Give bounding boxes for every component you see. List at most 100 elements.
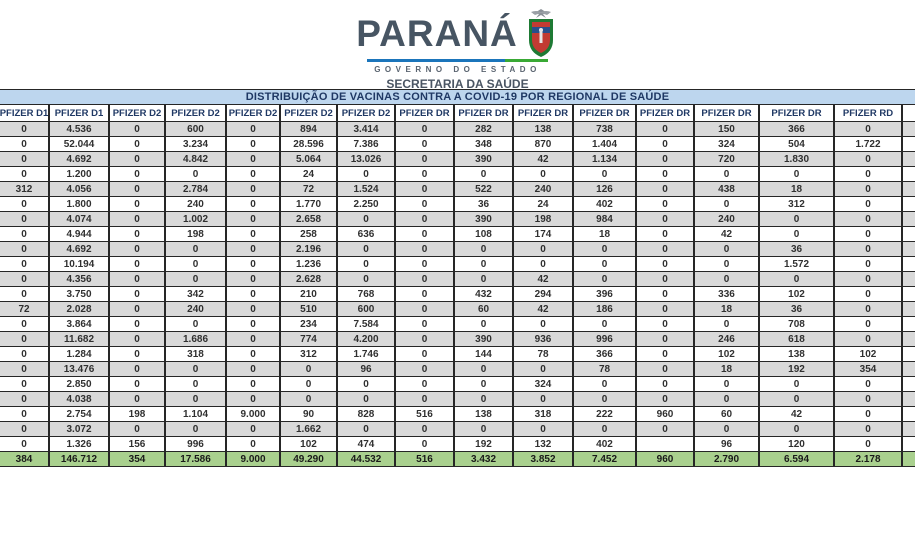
table-cell: 186 [574,302,637,316]
table-cell: 0 [455,242,514,256]
total-cell: 9.000 [227,452,281,466]
table-cell: 1.236 [281,257,338,271]
table-cell: 774 [281,332,338,346]
table-cell: 720 [695,152,760,166]
table-cell: 0 [166,242,227,256]
table-cell: 0 [835,302,903,316]
table-cell: 0 [835,317,903,331]
table-cell: 4.692 [50,152,110,166]
table-cell: 13.476 [50,362,110,376]
table-cell: 198 [514,212,574,226]
header-cell: PFIZER D2 [281,105,338,121]
table-cell: 0 [396,272,455,286]
total-cell: 7.452 [574,452,637,466]
table-cell: 0 [110,302,166,316]
header-cell: PFIZER DR [396,105,455,121]
table-cell: 0 [835,287,903,301]
table-cell: 0 [514,392,574,406]
table-cell: 4.356 [50,272,110,286]
coat-of-arms-icon [528,9,553,57]
table-cell: 312 [0,182,50,196]
header-cell: PFIZER DR [455,105,514,121]
table-cell: 0 [0,347,50,361]
table-cell: 0 [110,137,166,151]
table-cell: 0 [227,437,281,451]
table-cell: 0 [637,287,695,301]
table-cell: 0 [695,392,760,406]
table-cell: 0 [760,167,835,181]
table-cell-clipped [903,227,915,241]
table-cell: 240 [166,197,227,211]
total-cell: 44.532 [338,452,396,466]
table-cell: 0 [835,212,903,226]
table-cell: 0 [574,257,637,271]
table-cell: 7.386 [338,137,396,151]
table-cell: 0 [281,392,338,406]
table-cell: 390 [455,152,514,166]
table-cell: 1.524 [338,182,396,196]
table-cell: 0 [338,257,396,271]
table-cell: 0 [574,167,637,181]
table-cell: 0 [227,362,281,376]
table-cell: 366 [760,122,835,136]
table-cell: 42 [695,227,760,241]
logo-underline [366,59,549,62]
table-cell: 0 [227,242,281,256]
table-cell: 0 [227,317,281,331]
table-cell: 0 [110,422,166,436]
table-cell: 0 [835,272,903,286]
total-cell: 6.594 [760,452,835,466]
table-cell: 13.026 [338,152,396,166]
table-cell: 18 [760,182,835,196]
table-cell: 0 [166,392,227,406]
table-cell: 0 [455,377,514,391]
table-cell: 4.200 [338,332,396,346]
table-cell: 0 [110,212,166,226]
table-cell: 102 [760,287,835,301]
table-cell: 240 [514,182,574,196]
table-cell: 72 [0,302,50,316]
table-cell: 138 [514,122,574,136]
table-cell: 0 [227,167,281,181]
table-cell: 0 [835,242,903,256]
total-cell-clipped [903,452,915,466]
table-row: 0 4.692 0 4.842 0 5.064 13.026 0 390 42 1.134 0 720 1… [0,152,915,167]
table-cell: 192 [760,362,835,376]
table-cell: 0 [695,257,760,271]
total-cell: 3.432 [455,452,514,466]
table-cell: 0 [396,362,455,376]
table-cell: 0 [396,347,455,361]
table-cell: 0 [835,182,903,196]
table-cell: 138 [455,407,514,421]
table-cell: 0 [110,197,166,211]
table-cell: 1.326 [50,437,110,451]
logo-subtitle: GOVERNO DO ESTADO [374,65,541,74]
table-cell: 312 [760,197,835,211]
table-row: 0 2.850 0 0 0 0 0 0 0 324 0 0 0 0 0 [0,377,915,392]
table-cell: 0 [574,317,637,331]
table-cell-clipped [903,332,915,346]
table-cell: 3.750 [50,287,110,301]
table-cell: 4.074 [50,212,110,226]
total-cell: 3.852 [514,452,574,466]
table-cell: 708 [760,317,835,331]
table-row: 0 3.072 0 0 0 1.662 0 0 0 0 0 0 0 0 0 [0,422,915,437]
table-cell: 0 [227,347,281,361]
table-cell: 0 [0,422,50,436]
table-cell: 0 [227,227,281,241]
table-cell-clipped [903,407,915,421]
table-cell: 0 [166,377,227,391]
table-cell: 52.044 [50,137,110,151]
table-cell: 0 [0,152,50,166]
table-cell: 294 [514,287,574,301]
table-cell: 0 [514,317,574,331]
table-cell: 108 [455,227,514,241]
table-cell: 0 [338,422,396,436]
table-total-row: 384 146.712 354 17.586 9.000 49.290 44.532 516 3… [0,452,915,467]
table-cell: 4.056 [50,182,110,196]
table-cell: 198 [166,227,227,241]
table-cell-clipped [903,167,915,181]
table-cell: 0 [637,362,695,376]
table-cell: 0 [0,362,50,376]
table-cell-clipped [903,347,915,361]
